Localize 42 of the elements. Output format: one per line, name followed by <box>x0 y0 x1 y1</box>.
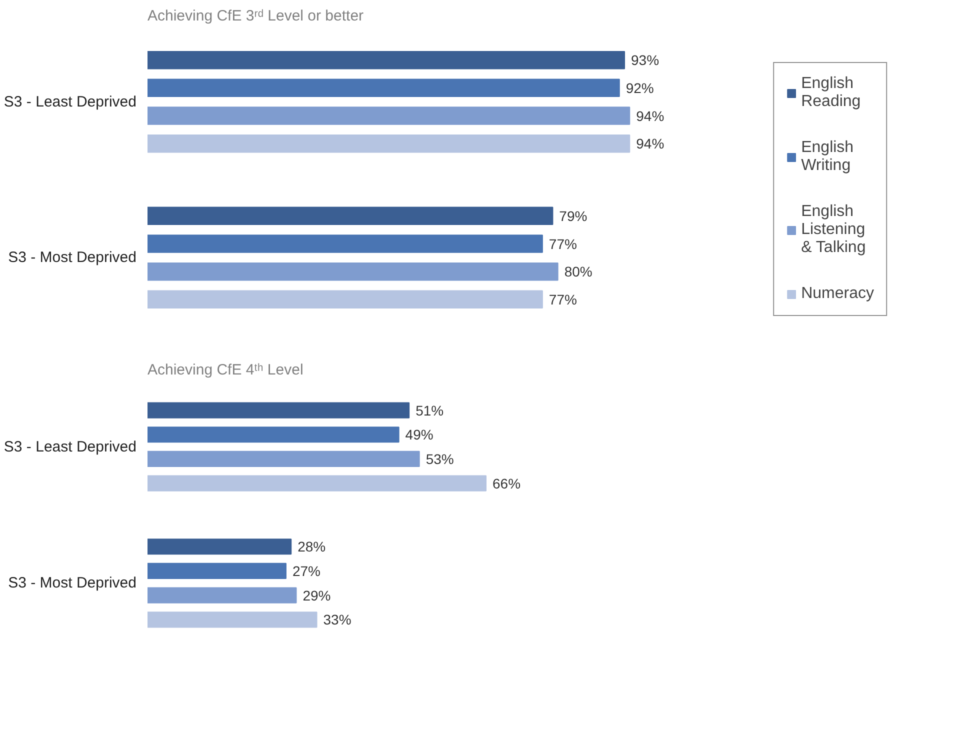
bar <box>148 262 558 281</box>
chart-title: Achieving CfE 4ᵗʰ Level <box>148 362 304 378</box>
data-label: 49% <box>405 426 434 443</box>
data-label: 92% <box>626 80 654 96</box>
legend-label: Numeracy <box>801 285 874 303</box>
bar <box>148 134 630 153</box>
bar <box>148 234 543 253</box>
legend-label: English Writing <box>801 139 854 175</box>
bar <box>148 402 410 418</box>
data-label: 51% <box>416 402 444 418</box>
data-label: 94% <box>636 108 664 124</box>
bar <box>148 538 292 555</box>
bar <box>148 78 620 98</box>
bar <box>148 426 400 443</box>
y-tick-label: S3 - Least Deprived <box>4 93 137 110</box>
bar <box>148 475 487 492</box>
bar <box>148 206 554 226</box>
data-label: 27% <box>292 562 320 579</box>
data-label: 33% <box>323 612 352 628</box>
bar <box>148 612 318 628</box>
legend-label: English Reading <box>801 75 861 111</box>
chart-title: Achieving CfE 3ʳᵈ Level or better <box>148 8 364 24</box>
data-label: 53% <box>426 450 454 467</box>
bar <box>148 106 630 125</box>
bar <box>148 562 286 580</box>
data-label: 79% <box>559 208 588 224</box>
data-label: 28% <box>298 538 326 555</box>
data-label: 66% <box>492 475 521 492</box>
data-label: 93% <box>630 52 660 68</box>
legend-label: English Listening & Talking <box>801 203 866 257</box>
y-tick-label: S3 - Most Deprived <box>8 574 137 592</box>
data-label: 80% <box>564 264 592 280</box>
y-tick-label: S3 - Least Deprived <box>4 438 137 456</box>
bar <box>148 50 626 70</box>
data-label: 77% <box>548 236 577 252</box>
bar <box>148 290 543 309</box>
data-label: 77% <box>548 291 577 308</box>
bar <box>148 450 420 468</box>
bar <box>148 587 297 604</box>
y-tick-label: S3 - Most Deprived <box>8 249 137 266</box>
data-label: 29% <box>302 587 331 604</box>
data-label: 94% <box>636 136 664 152</box>
